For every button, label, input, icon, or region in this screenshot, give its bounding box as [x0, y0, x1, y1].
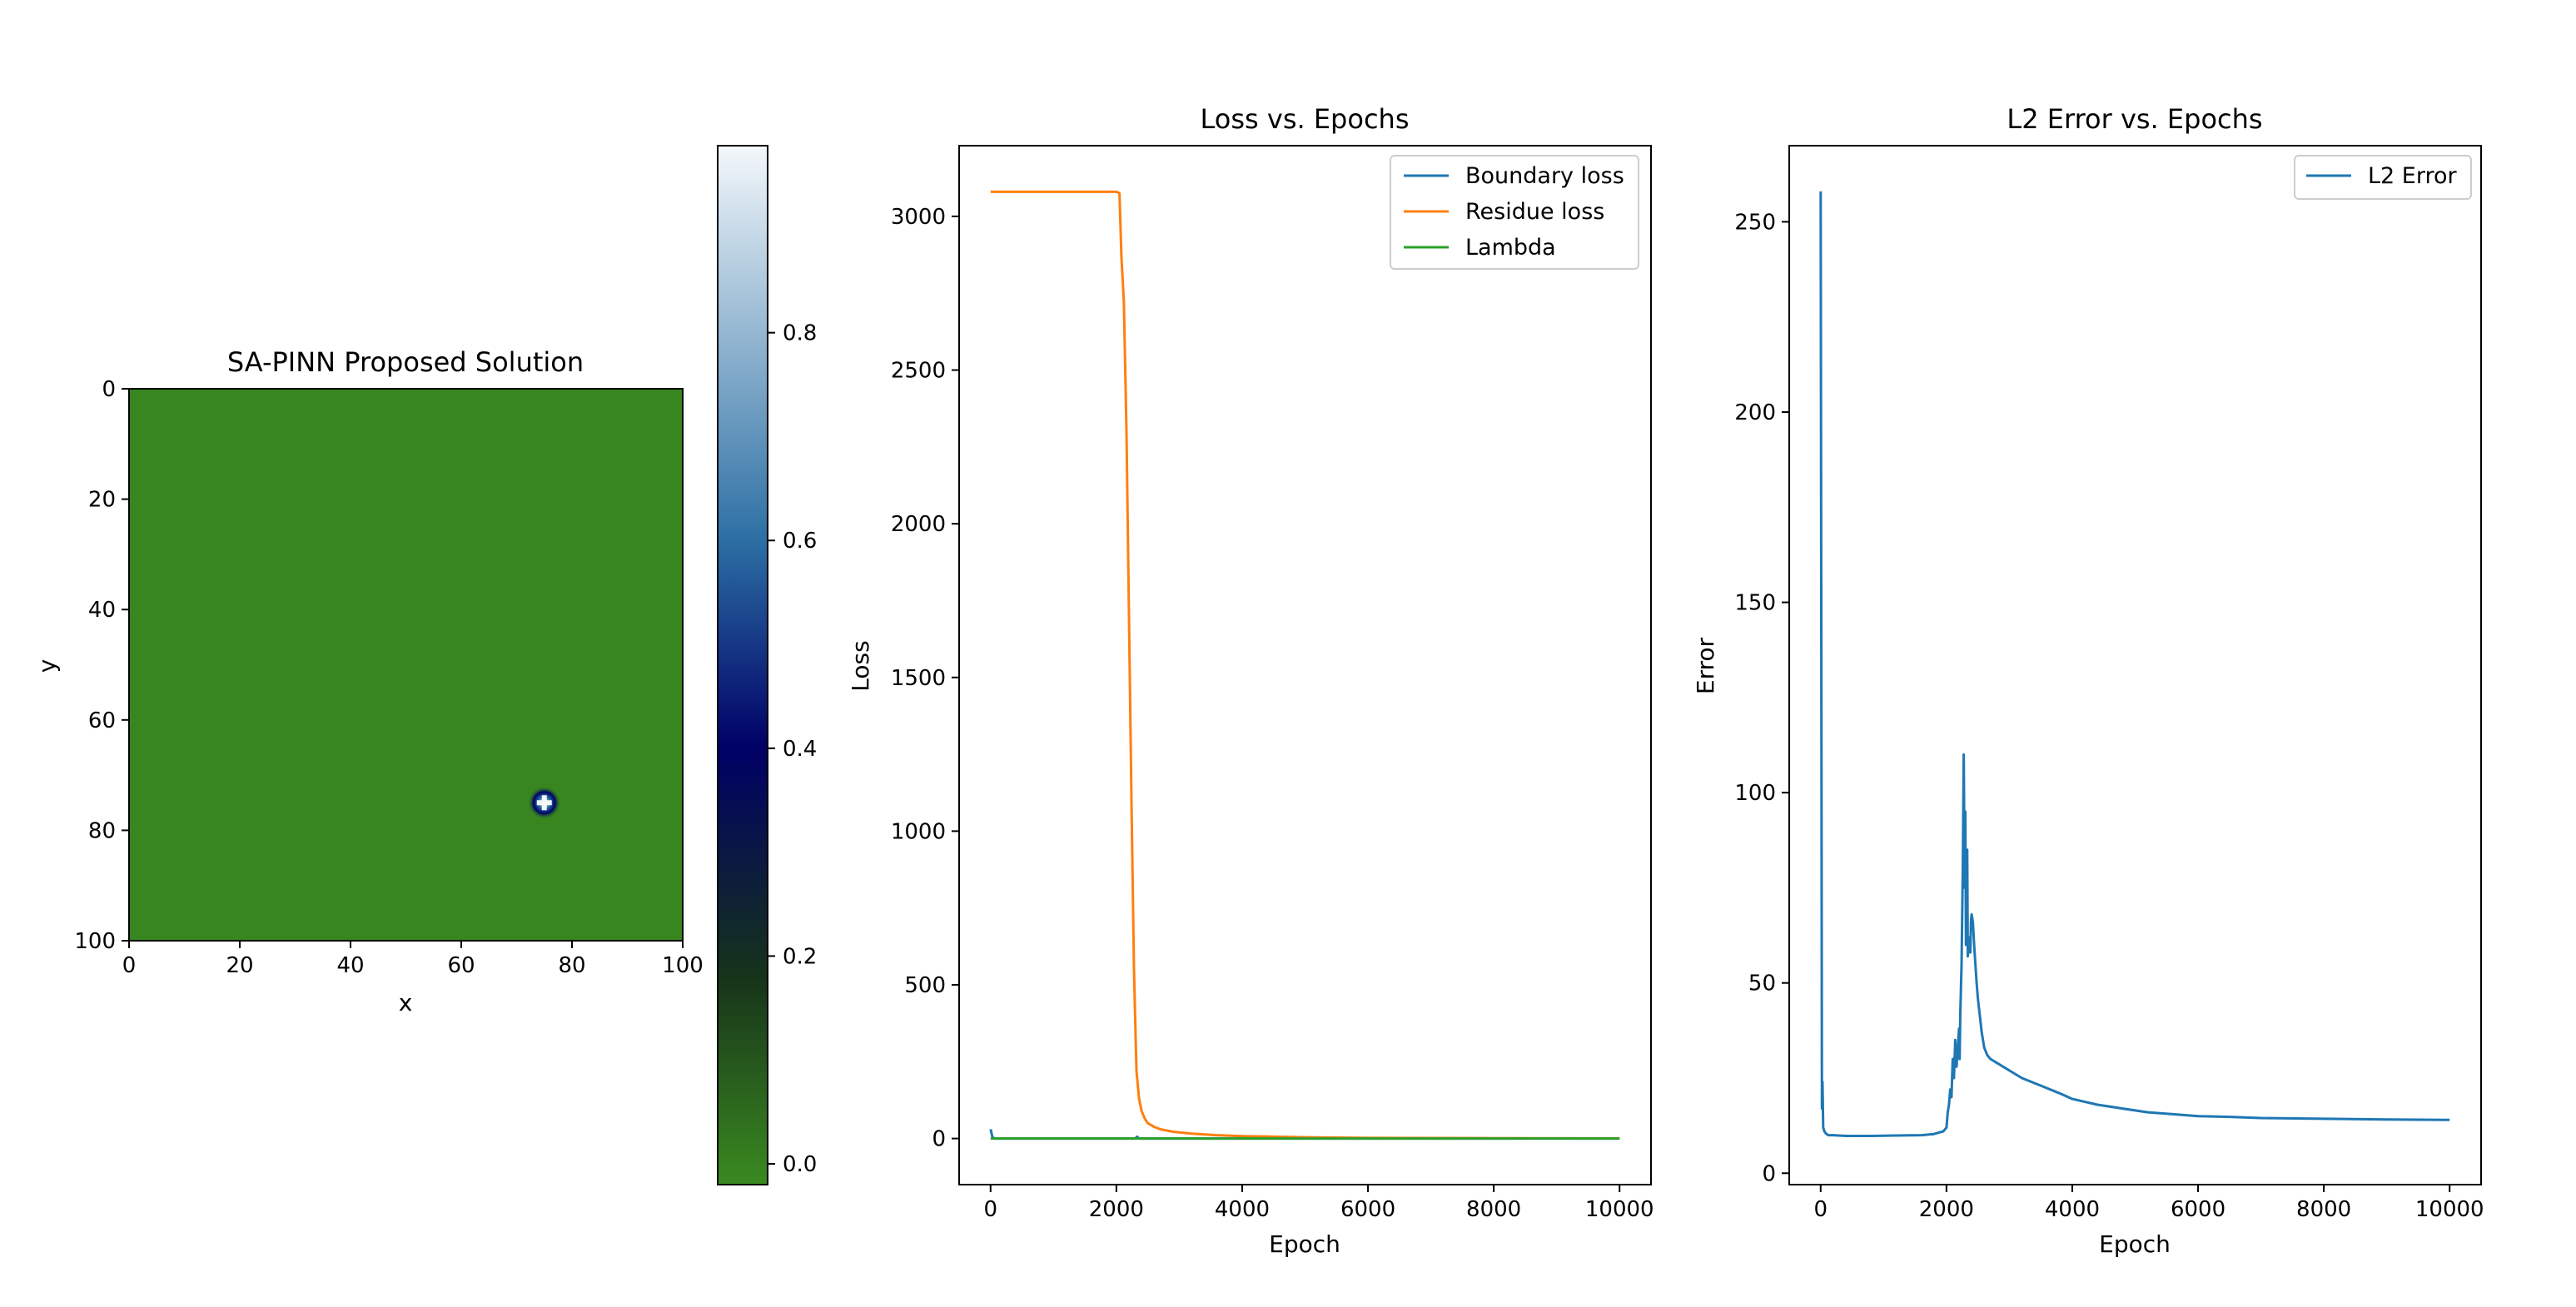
colorbar — [717, 145, 768, 1185]
y-tick-label: 100 — [1734, 781, 1776, 806]
y-tick-label: 40 — [88, 598, 116, 623]
x-tick-label: 0 — [1813, 1197, 1828, 1222]
loss-plot-area — [958, 145, 1652, 1185]
y-tick-label: 2500 — [891, 359, 946, 384]
x-tick-label: 2000 — [1089, 1197, 1144, 1222]
heatmap-xlabel: x — [399, 989, 413, 1016]
x-tick-label: 40 — [336, 953, 364, 978]
heatmap-field — [129, 389, 683, 941]
y-tick-label: 0 — [932, 1127, 946, 1152]
heatmap-peak-highlight — [536, 795, 552, 811]
legend-label-residue-loss: Residue loss — [1465, 199, 1604, 225]
heatmap-shade — [129, 389, 683, 941]
l2-panel: L2 Error vs. Epochs 0 2000 4000 6000 8000 100… — [1692, 103, 2484, 1258]
x-tick-label: 10000 — [1585, 1197, 1654, 1222]
heatmap-ylabel: y — [33, 659, 61, 673]
y-tick-label: 150 — [1734, 591, 1776, 616]
loss-panel: Loss vs. Epochs 0 2000 4000 6000 8000 10000 0… — [847, 103, 1654, 1258]
l2-ylabel: Error — [1692, 637, 1719, 694]
heatmap-x-ticks: 0 20 40 60 80 100 — [122, 941, 704, 978]
x-tick-label: 0 — [983, 1197, 997, 1222]
heatmap-title: SA-PINN Proposed Solution — [227, 346, 584, 378]
loss-title: Loss vs. Epochs — [1201, 103, 1410, 135]
x-tick-label: 100 — [662, 953, 704, 978]
x-tick-label: 0 — [122, 953, 137, 978]
l2-y-ticks: 0 50 100 150 200 250 — [1734, 210, 1789, 1186]
y-tick-label: 1500 — [891, 666, 946, 691]
x-tick-label: 6000 — [1340, 1197, 1395, 1222]
x-tick-label: 80 — [558, 953, 585, 978]
loss-ylabel: Loss — [847, 640, 874, 691]
y-tick-label: 250 — [1734, 210, 1776, 235]
legend-label-boundary-loss: Boundary loss — [1465, 163, 1624, 189]
y-tick-label: 2000 — [891, 512, 946, 537]
x-tick-label: 10000 — [2415, 1197, 2484, 1222]
colorbar-tick-label: 0.6 — [783, 529, 817, 554]
x-tick-label: 6000 — [2171, 1197, 2225, 1222]
loss-y-ticks: 0 500 1000 1500 2000 2500 3000 — [891, 205, 959, 1152]
x-tick-label: 4000 — [1215, 1197, 1270, 1222]
colorbar-tick-label: 0.4 — [783, 737, 817, 762]
x-tick-label: 8000 — [2296, 1197, 2351, 1222]
heatmap-peak-h — [536, 800, 552, 806]
legend-label-lambda: Lambda — [1465, 235, 1556, 261]
colorbar-tick-label: 0.0 — [783, 1152, 817, 1177]
x-tick-label: 20 — [226, 953, 253, 978]
loss-legend: Boundary loss Residue loss Lambda — [1390, 155, 1639, 270]
x-tick-label: 60 — [447, 953, 475, 978]
colorbar-tick-label: 0.8 — [783, 321, 817, 346]
x-tick-label: 2000 — [1919, 1197, 1974, 1222]
l2-legend: L2 Error — [2294, 155, 2472, 200]
series-line-residue-loss — [990, 190, 1620, 1140]
heatmap-frame — [128, 388, 684, 942]
l2-title: L2 Error vs. Epochs — [2007, 103, 2262, 135]
y-tick-label: 60 — [88, 708, 116, 733]
y-tick-label: 0 — [102, 377, 116, 402]
l2-series-lines — [1819, 191, 2450, 1137]
y-tick-label: 100 — [74, 929, 116, 954]
legend-label-l2-error: L2 Error — [2368, 163, 2458, 189]
y-tick-label: 0 — [1762, 1161, 1776, 1186]
heatmap-y-ticks: 0 20 40 60 80 100 — [74, 377, 129, 954]
l2-legend-box — [2294, 155, 2472, 200]
y-tick-label: 1000 — [891, 819, 946, 844]
colorbar-ticks: 0.0 0.2 0.4 0.6 0.8 — [768, 321, 817, 1177]
x-tick-label: 8000 — [1466, 1197, 1521, 1222]
l2-x-ticks: 0 2000 4000 6000 8000 10000 — [1813, 1185, 2484, 1222]
colorbar-tick-label: 0.2 — [783, 944, 817, 969]
series-line-l2-error — [1819, 191, 2450, 1137]
y-tick-label: 200 — [1734, 400, 1776, 425]
y-tick-label: 3000 — [891, 205, 946, 230]
l2-plot-area — [1788, 145, 2482, 1185]
loss-legend-box — [1390, 155, 1639, 270]
loss-series-lines — [989, 190, 1620, 1141]
x-tick-label: 4000 — [2045, 1197, 2100, 1222]
y-tick-label: 50 — [1748, 972, 1776, 996]
y-tick-label: 80 — [88, 818, 116, 843]
heatmap-panel: SA-PINN Proposed Solution 0 20 40 60 80 100 0… — [33, 145, 817, 1185]
l2-xlabel: Epoch — [2099, 1230, 2171, 1258]
loss-x-ticks: 0 2000 4000 6000 8000 10000 — [983, 1185, 1654, 1222]
y-tick-label: 20 — [88, 488, 116, 513]
y-tick-label: 500 — [904, 973, 946, 998]
loss-xlabel: Epoch — [1269, 1230, 1340, 1258]
